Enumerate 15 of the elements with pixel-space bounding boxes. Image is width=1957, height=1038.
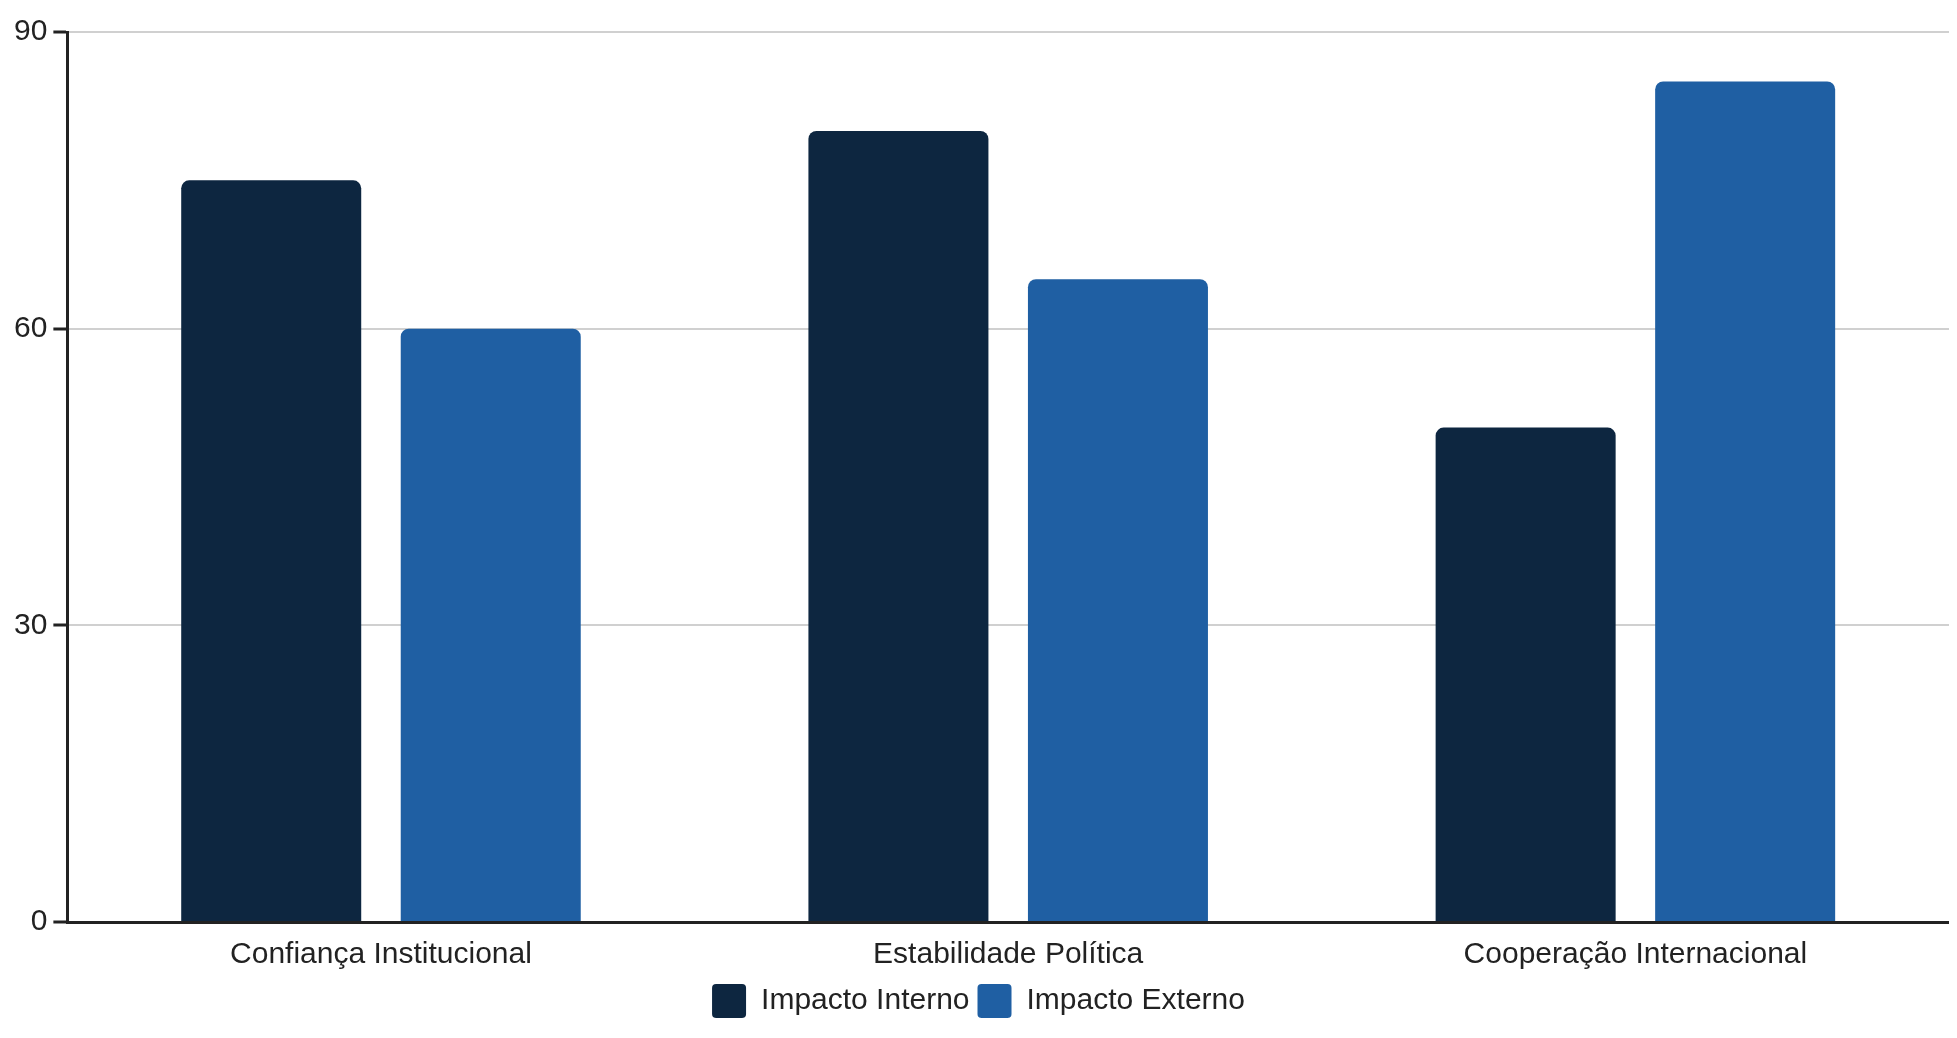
legend-label: Impacto Interno bbox=[761, 982, 970, 1016]
x-tick-label: Estabilidade Política bbox=[873, 936, 1144, 970]
y-tick-label: 60 bbox=[13, 309, 48, 343]
bar bbox=[400, 328, 581, 921]
bar bbox=[1655, 81, 1836, 921]
y-tick-label: 90 bbox=[13, 13, 48, 47]
x-tick-label: Cooperação Internacional bbox=[1463, 936, 1808, 970]
legend-label: Impacto Externo bbox=[1026, 982, 1245, 1016]
bar bbox=[1027, 279, 1208, 921]
bar bbox=[1435, 427, 1616, 921]
y-tick-label: 0 bbox=[30, 903, 48, 937]
bar bbox=[808, 130, 989, 921]
x-tick-label: Confiança Institucional bbox=[230, 936, 532, 970]
y-tick-label: 30 bbox=[13, 606, 48, 640]
bar bbox=[181, 180, 362, 921]
